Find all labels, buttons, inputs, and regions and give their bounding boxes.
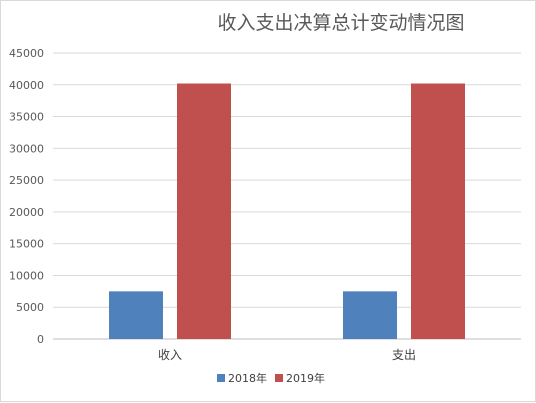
chart-title: 收入支出决算总计变动情况图 xyxy=(217,12,464,34)
bars xyxy=(109,83,465,339)
bar-2019-income xyxy=(177,83,231,339)
y-tick-label: 45000 xyxy=(9,47,44,60)
y-axis-ticks: 0 5000 10000 15000 20000 25000 30000 35000 40000… xyxy=(9,47,44,346)
legend: 2018年 2019年 xyxy=(217,371,325,385)
y-tick-label: 5000 xyxy=(16,301,44,314)
legend-label: 2019年 xyxy=(286,371,325,385)
legend-swatch xyxy=(217,374,225,382)
legend-label: 2018年 xyxy=(228,371,267,385)
y-tick-label: 25000 xyxy=(9,174,44,187)
legend-swatch xyxy=(275,374,283,382)
x-category-label: 支出 xyxy=(392,348,416,362)
bar-2018-expense xyxy=(343,291,397,339)
y-tick-label: 15000 xyxy=(9,238,44,251)
bar-2018-income xyxy=(109,291,163,339)
y-tick-label: 20000 xyxy=(9,206,44,219)
y-tick-label: 0 xyxy=(37,333,44,346)
x-axis-categories: 收入 支出 xyxy=(158,348,416,362)
y-tick-label: 35000 xyxy=(9,111,44,124)
y-tick-label: 40000 xyxy=(9,79,44,92)
x-category-label: 收入 xyxy=(158,348,182,362)
y-tick-label: 10000 xyxy=(9,269,44,282)
bar-2019-expense xyxy=(411,83,465,339)
y-tick-label: 30000 xyxy=(9,142,44,155)
